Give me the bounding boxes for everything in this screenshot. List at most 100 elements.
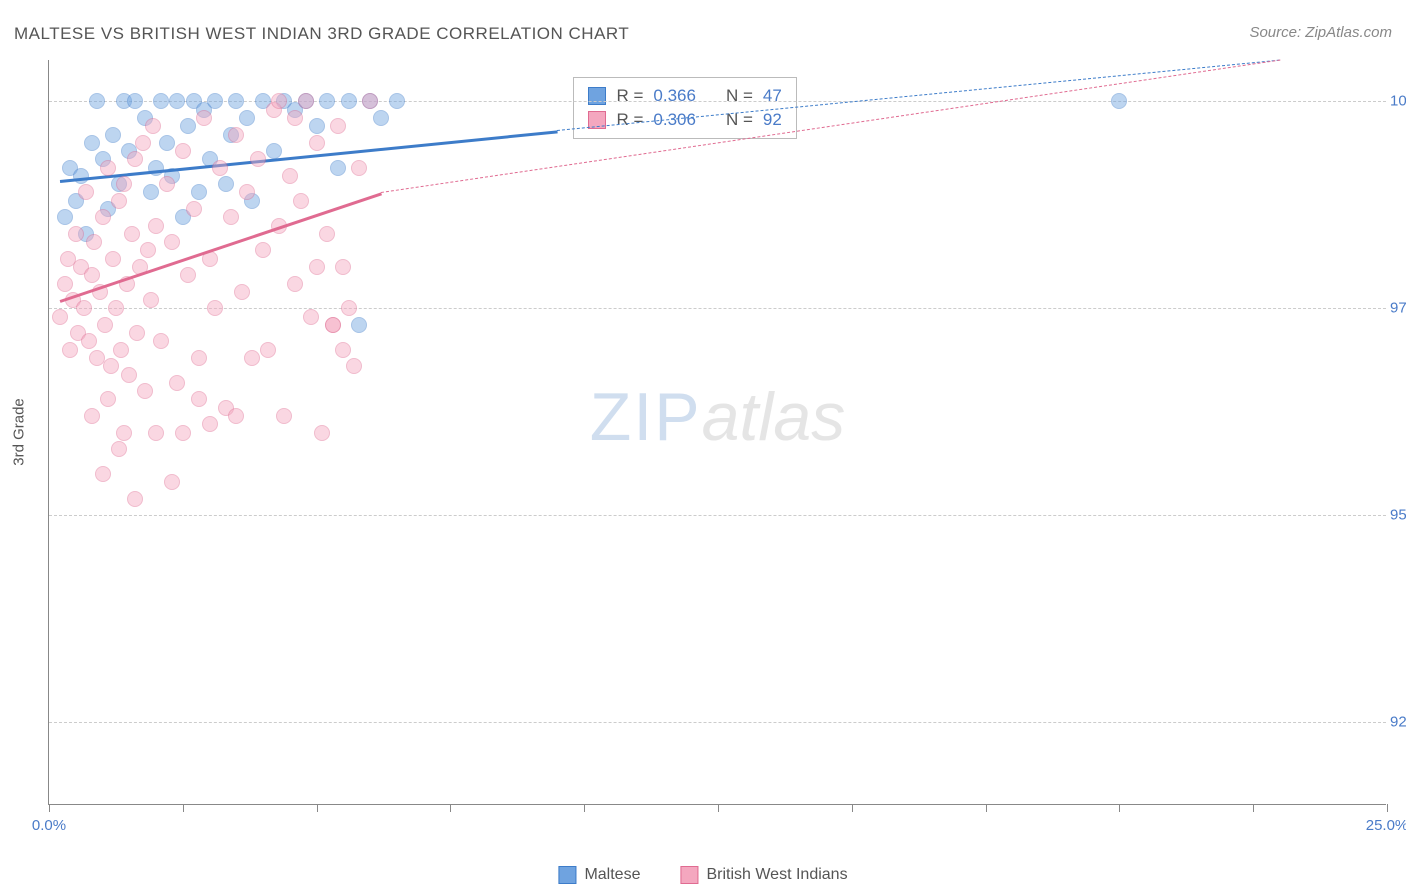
scatter-point — [228, 93, 244, 109]
scatter-point — [207, 93, 223, 109]
scatter-point — [100, 160, 116, 176]
scatter-point — [266, 143, 282, 159]
scatter-point — [276, 408, 292, 424]
scatter-point — [186, 201, 202, 217]
x-tick — [852, 804, 853, 812]
scatter-point — [159, 135, 175, 151]
scatter-point — [169, 375, 185, 391]
scatter-point — [127, 491, 143, 507]
scatter-point — [129, 325, 145, 341]
legend-label: Maltese — [584, 866, 640, 884]
x-tick — [49, 804, 50, 812]
scatter-point — [191, 391, 207, 407]
r-label: R = — [616, 110, 643, 130]
scatter-point — [330, 118, 346, 134]
scatter-point — [228, 127, 244, 143]
x-tick — [183, 804, 184, 812]
x-tick-label: 0.0% — [32, 817, 66, 834]
scatter-point — [81, 333, 97, 349]
x-tick — [450, 804, 451, 812]
scatter-point — [73, 168, 89, 184]
scatter-point — [84, 135, 100, 151]
legend-item: British West Indians — [680, 866, 847, 884]
chart-title: MALTESE VS BRITISH WEST INDIAN 3RD GRADE… — [14, 24, 629, 44]
legend-item: Maltese — [558, 866, 640, 884]
y-tick-label: 92.5% — [1390, 714, 1406, 731]
scatter-point — [346, 358, 362, 374]
scatter-point — [341, 93, 357, 109]
scatter-point — [175, 143, 191, 159]
scatter-point — [143, 292, 159, 308]
scatter-point — [228, 408, 244, 424]
scatter-point — [282, 168, 298, 184]
plot-area: 3rd Grade ZIPatlas R =0.366N =47R =0.306… — [48, 60, 1386, 805]
trend-line-dashed — [381, 60, 1280, 193]
scatter-point — [78, 184, 94, 200]
gridline — [49, 101, 1386, 102]
scatter-point — [389, 93, 405, 109]
legend: Maltese British West Indians — [558, 866, 847, 884]
scatter-point — [97, 317, 113, 333]
x-tick — [986, 804, 987, 812]
gridline — [49, 308, 1386, 309]
scatter-point — [335, 259, 351, 275]
scatter-point — [169, 93, 185, 109]
scatter-point — [105, 127, 121, 143]
scatter-point — [76, 300, 92, 316]
scatter-point — [351, 160, 367, 176]
scatter-point — [148, 425, 164, 441]
scatter-point — [164, 234, 180, 250]
scatter-point — [153, 333, 169, 349]
scatter-point — [175, 425, 191, 441]
scatter-point — [202, 416, 218, 432]
scatter-point — [314, 425, 330, 441]
scatter-point — [57, 276, 73, 292]
scatter-point — [223, 209, 239, 225]
scatter-point — [351, 317, 367, 333]
n-label: N = — [726, 86, 753, 106]
x-tick — [718, 804, 719, 812]
y-tick-label: 100.0% — [1390, 93, 1406, 110]
scatter-point — [111, 441, 127, 457]
scatter-point — [84, 408, 100, 424]
scatter-point — [325, 317, 341, 333]
scatter-point — [335, 342, 351, 358]
legend-swatch — [680, 866, 698, 884]
y-axis-label: 3rd Grade — [11, 398, 28, 466]
scatter-point — [95, 209, 111, 225]
scatter-point — [180, 267, 196, 283]
scatter-point — [319, 93, 335, 109]
scatter-point — [137, 383, 153, 399]
scatter-point — [207, 300, 223, 316]
scatter-point — [255, 242, 271, 258]
scatter-point — [309, 259, 325, 275]
scatter-point — [103, 358, 119, 374]
scatter-point — [362, 93, 378, 109]
scatter-point — [105, 251, 121, 267]
scatter-point — [127, 151, 143, 167]
stats-row: R =0.366N =47 — [588, 84, 781, 108]
r-label: R = — [616, 86, 643, 106]
x-tick — [1387, 804, 1388, 812]
scatter-point — [52, 309, 68, 325]
scatter-point — [330, 160, 346, 176]
scatter-point — [148, 218, 164, 234]
stats-box: R =0.366N =47R =0.306N =92 — [573, 77, 796, 139]
x-tick — [584, 804, 585, 812]
n-value: 47 — [763, 86, 782, 106]
scatter-point — [212, 160, 228, 176]
scatter-point — [373, 110, 389, 126]
scatter-point — [62, 342, 78, 358]
x-tick-label: 25.0% — [1366, 817, 1406, 834]
scatter-point — [309, 118, 325, 134]
gridline — [49, 722, 1386, 723]
scatter-point — [116, 425, 132, 441]
x-tick — [317, 804, 318, 812]
scatter-point — [191, 184, 207, 200]
watermark: ZIPatlas — [590, 378, 845, 456]
scatter-point — [1111, 93, 1127, 109]
scatter-point — [95, 466, 111, 482]
scatter-point — [116, 176, 132, 192]
scatter-point — [319, 226, 335, 242]
gridline — [49, 515, 1386, 516]
